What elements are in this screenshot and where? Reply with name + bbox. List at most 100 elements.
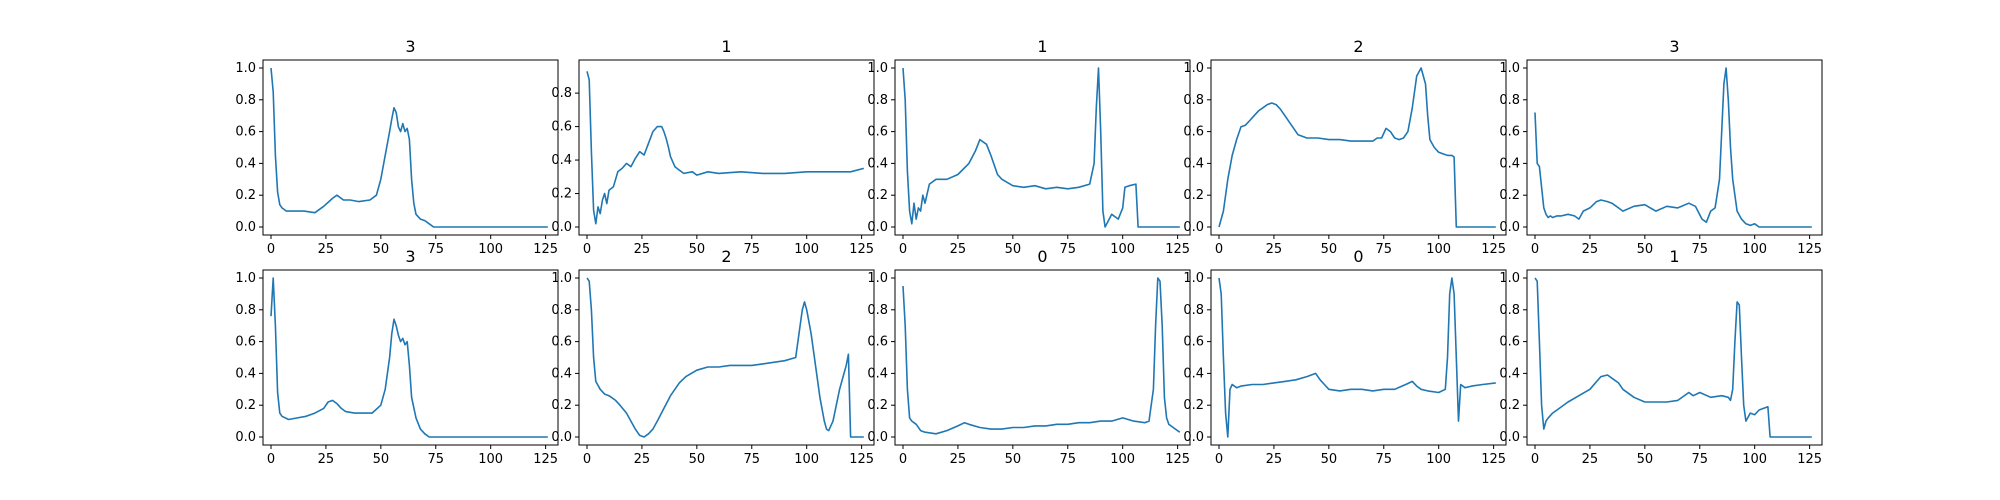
series-line [270,277,548,438]
y-tick-label: 1.0 [1499,61,1520,76]
y-tick-label: 0.8 [551,86,572,101]
panel-2: 1 0 25 50 75 100 125 0.0 0.2 0.4 0.6 0.8 [551,37,875,257]
x-tick-label: 25 [950,452,967,467]
panel-title: 3 [405,247,415,266]
y-tick-label: 0.8 [1499,303,1520,318]
x-tick-label: 50 [1637,452,1654,467]
axes-frame [1210,269,1507,446]
y-tick-label: 0.0 [867,430,888,445]
x-tick-label: 100 [478,452,503,467]
y-tick-label: 0.0 [235,430,256,445]
panel-5: 3 0 25 50 75 100 125 0.0 0.2 0.4 0.6 0.8 1.0 [1499,37,1823,257]
x-tick-label: 0 [1531,452,1539,467]
series-line [902,67,1180,228]
series-line [1534,67,1812,228]
y-tick-label: 0.2 [551,398,572,413]
y-tick-label: 0.4 [867,366,888,381]
x-tick-label: 25 [318,452,335,467]
x-tick-label: 0 [1215,242,1223,257]
y-tick-label: 0.2 [867,398,888,413]
y-tick-label: 0.0 [551,430,572,445]
x-tick-label: 25 [1582,242,1599,257]
x-tick-label: 75 [743,452,760,467]
y-tick-label: 0.4 [551,366,572,381]
x-tick-label: 25 [950,242,967,257]
axes-frame [262,59,559,236]
y-tick-label: 0.6 [1499,125,1520,140]
x-tick-label: 50 [689,452,706,467]
y-tick-label: 0.0 [1183,430,1204,445]
y-tick-label: 0.6 [867,125,888,140]
x-tick-label: 100 [1110,452,1135,467]
y-tick-label: 0.6 [235,335,256,350]
x-tick-label: 100 [478,242,503,257]
panel-8: 0 0 25 50 75 100 125 0.0 0.2 0.4 0.6 0.8 1.0 [867,247,1191,467]
y-tick-label: 1.0 [1499,271,1520,286]
x-tick-label: 25 [1266,242,1283,257]
panel-7: 2 0 25 50 75 100 125 0.0 0.2 0.4 0.6 0.8 1.0 [551,247,875,467]
axes-frame [894,269,1191,446]
x-tick-label: 100 [1742,242,1767,257]
panel-3: 1 0 25 50 75 100 125 0.0 0.2 0.4 0.6 0.8 1.0 [867,37,1191,257]
y-tick-label: 0.0 [1183,220,1204,235]
x-tick-label: 100 [1426,452,1451,467]
axes-frame [1526,59,1823,236]
axes-frame [578,269,875,446]
y-tick-label: 0.0 [867,220,888,235]
panel-title: 3 [1669,37,1679,56]
x-tick-label: 50 [373,452,390,467]
y-tick-label: 0.2 [1183,398,1204,413]
y-tick-label: 0.2 [235,188,256,203]
y-tick-label: 1.0 [867,61,888,76]
panel-title: 1 [721,37,731,56]
x-tick-label: 75 [1375,452,1392,467]
series-line [270,67,548,228]
x-tick-label: 75 [1375,242,1392,257]
series-line [1534,277,1812,438]
y-tick-label: 0.4 [1499,366,1520,381]
x-tick-label: 0 [583,452,591,467]
y-tick-label: 0.8 [235,93,256,108]
panel-4: 2 0 25 50 75 100 125 0.0 0.2 0.4 0.6 0.8 1.0 [1183,37,1507,257]
x-tick-label: 125 [1481,452,1506,467]
x-tick-label: 50 [1005,242,1022,257]
series-line [902,277,1181,435]
series-line [586,277,864,438]
y-tick-label: 0.6 [1499,335,1520,350]
x-tick-label: 125 [1481,242,1506,257]
y-tick-label: 0.2 [1183,188,1204,203]
x-tick-label: 50 [1005,452,1022,467]
series-line [1218,277,1496,438]
x-tick-label: 125 [533,242,558,257]
x-tick-label: 0 [267,452,275,467]
y-tick-label: 0.8 [1183,303,1204,318]
series-line [1218,67,1496,228]
y-tick-label: 1.0 [551,271,572,286]
y-tick-label: 0.6 [867,335,888,350]
y-tick-label: 0.4 [867,156,888,171]
y-tick-label: 0.6 [1183,125,1204,140]
panel-1: 3 0 25 50 75 100 125 0.0 0.2 0.4 0.6 0.8 1.0 [235,37,559,257]
x-tick-label: 100 [794,242,819,257]
x-tick-label: 125 [1165,242,1190,257]
axes-frame [1210,59,1507,236]
x-tick-label: 75 [427,452,444,467]
x-tick-label: 125 [1797,242,1822,257]
panel-title: 1 [1037,37,1047,56]
x-tick-label: 75 [1059,242,1076,257]
panel-title: 0 [1037,247,1047,266]
series-line [586,71,864,225]
y-tick-label: 0.0 [1499,430,1520,445]
x-tick-label: 25 [634,242,651,257]
y-tick-label: 1.0 [1183,271,1204,286]
axes-frame [578,59,875,236]
x-tick-label: 0 [583,242,591,257]
x-tick-label: 100 [1426,242,1451,257]
y-tick-label: 0.8 [867,93,888,108]
x-tick-label: 50 [1637,242,1654,257]
y-tick-label: 1.0 [235,61,256,76]
y-tick-label: 0.4 [1499,156,1520,171]
x-tick-label: 75 [743,242,760,257]
x-tick-label: 125 [1797,452,1822,467]
